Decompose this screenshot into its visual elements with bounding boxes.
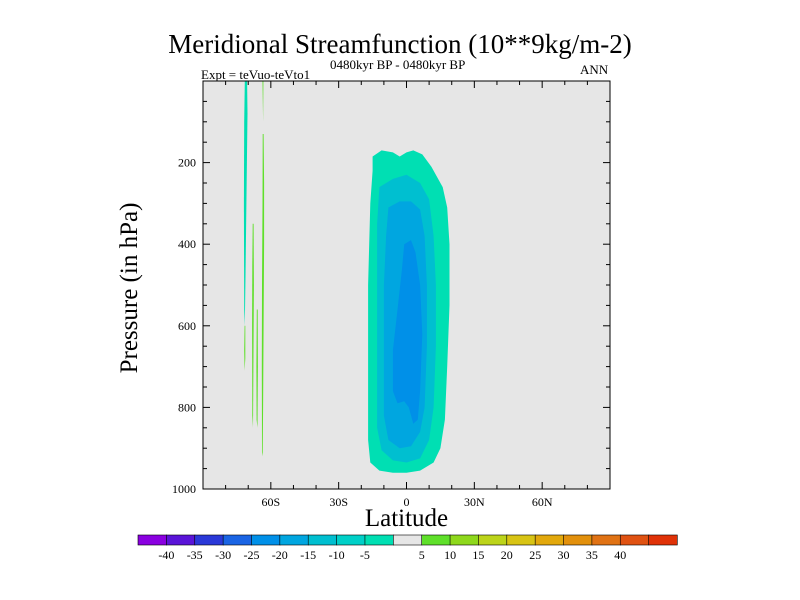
contour-region-7: [252, 223, 254, 428]
x-tick-label: 30S: [329, 495, 348, 509]
contour-region-6: [261, 134, 265, 457]
x-tick-label: 60N: [532, 495, 553, 509]
colorbar-swatch: [478, 534, 508, 546]
x-tick-label: 0: [404, 495, 410, 509]
contour-region-9: [244, 325, 246, 371]
colorbar-label: 25: [529, 548, 541, 562]
x-tick-label: 60S: [261, 495, 280, 509]
y-tick-label: 400: [178, 237, 196, 251]
colorbar-swatch: [364, 534, 394, 546]
colorbar-label: -20: [272, 548, 288, 562]
colorbar-swatch: [336, 534, 366, 546]
y-tick-label: 800: [178, 400, 196, 414]
colorbar-swatch: [591, 534, 621, 546]
y-tick-label: 600: [178, 319, 196, 333]
contour-layer: [243, 81, 450, 473]
y-tick-label: 200: [178, 156, 196, 170]
colorbar-swatch: [393, 534, 423, 546]
colorbar-label: 40: [614, 548, 626, 562]
contour-region-4: [243, 81, 248, 326]
colorbar-label: -5: [360, 548, 370, 562]
y-tick-label: 1000: [172, 482, 196, 496]
colorbar-swatch: [194, 534, 224, 546]
colorbar: -40 -35 -30 -25 -20 -15 -10 -5 5 10 15 20 25 30 35 40: [137, 534, 678, 562]
colorbar-label: 20: [501, 548, 513, 562]
colorbar-label: -35: [187, 548, 203, 562]
colorbar-swatch: [279, 534, 309, 546]
axis-ticks: 60S 30S 0 30N 60N 200 400 600 800 1000: [172, 81, 610, 509]
x-axis-label: Latitude: [364, 505, 449, 532]
colorbar-label: 10: [444, 548, 456, 562]
colorbar-swatch: [222, 534, 253, 546]
colorbar-swatch: [421, 534, 451, 546]
contour-region-8: [256, 309, 258, 428]
chart-subtitle: 0480kyr BP - 0480kyr BP: [330, 57, 466, 72]
colorbar-label: -30: [215, 548, 231, 562]
colorbar-label: 5: [419, 548, 425, 562]
colorbar-swatch: [648, 534, 678, 546]
chart-title: Meridional Streamfunction (10**9kg/m-2): [168, 29, 632, 59]
contour-region-5: [262, 81, 264, 122]
colorbar-swatch: [619, 534, 650, 546]
colorbar-swatch: [307, 534, 338, 546]
colorbar-label: -25: [244, 548, 260, 562]
colorbar-label: -10: [329, 548, 345, 562]
colorbar-swatch: [449, 534, 480, 546]
colorbar-swatch: [137, 534, 167, 546]
colorbar-swatch: [166, 534, 196, 546]
colorbar-label: -15: [300, 548, 316, 562]
colorbar-swatch: [563, 534, 593, 546]
contour-region-3: [392, 240, 423, 424]
season-label: ANN: [580, 62, 609, 77]
colorbar-label: 35: [586, 548, 598, 562]
colorbar-label: -40: [158, 548, 174, 562]
colorbar-swatch: [251, 534, 281, 546]
colorbar-swatch: [534, 534, 565, 546]
colorbar-swatch: [506, 534, 536, 546]
colorbar-label: 30: [558, 548, 570, 562]
experiment-label: Expt = teVuo-teVto1: [201, 67, 311, 82]
x-tick-label: 30N: [464, 495, 485, 509]
colorbar-label: 15: [472, 548, 484, 562]
